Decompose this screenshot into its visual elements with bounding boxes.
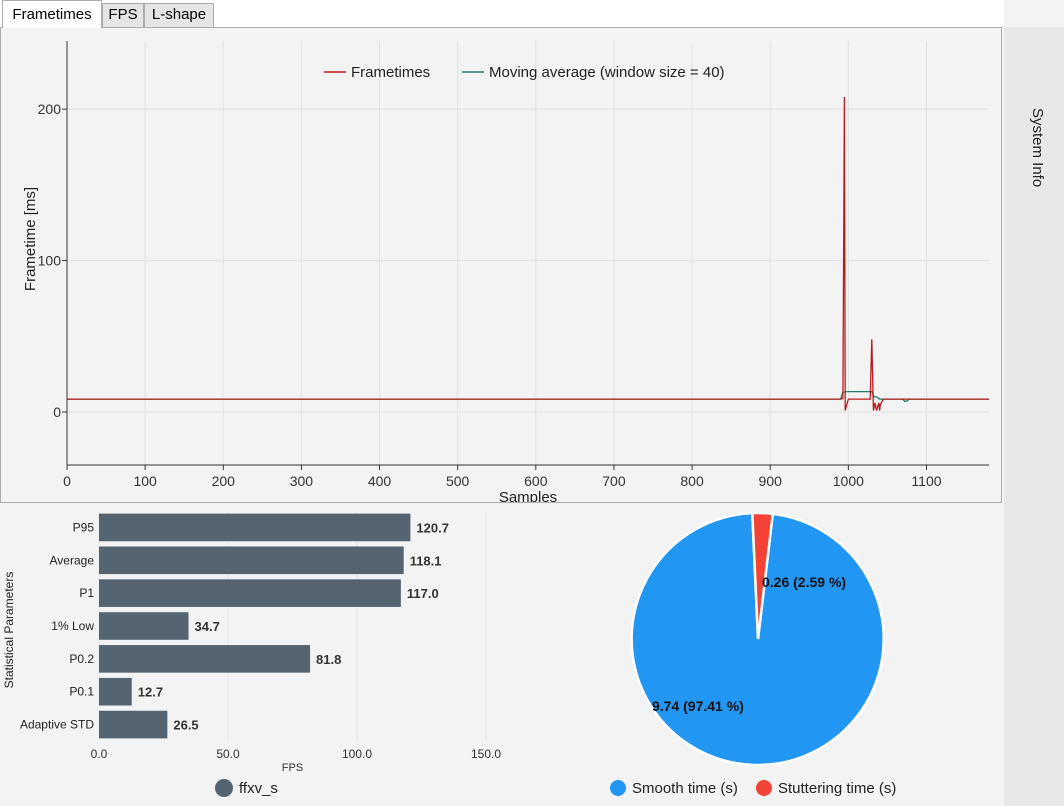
bar: [99, 513, 411, 542]
system-info-label[interactable]: System Info: [1029, 108, 1046, 188]
x-tick-label: 100: [133, 473, 157, 489]
x-tick-label: 900: [759, 473, 783, 489]
bar: [99, 579, 401, 607]
category-label: Average: [50, 553, 95, 567]
x-tick-label: 1100: [911, 473, 941, 489]
y-tick-label: 0: [53, 404, 61, 420]
pie-slice-stuttering: [750, 511, 775, 640]
pie-slice-label: 0.26 (2.59 %): [762, 574, 846, 590]
y-axis-label: Statistical Parameters: [2, 572, 16, 689]
bar: [99, 677, 132, 706]
bar-value-label: 81.8: [316, 652, 341, 667]
x-tick-label: 0: [63, 473, 71, 489]
x-tick-label: 100.0: [342, 747, 372, 761]
x-tick-label: 400: [368, 473, 392, 489]
tab-bar: Frametimes FPS L-shape: [0, 0, 1004, 28]
x-axis-label: FPS: [282, 762, 303, 774]
category-label: P0.1: [69, 685, 94, 699]
x-axis-label: Samples: [499, 489, 557, 502]
bar: [99, 710, 168, 739]
legend-swatch: [215, 779, 233, 797]
category-label: P0.2: [69, 652, 94, 666]
category-label: P95: [73, 520, 95, 534]
legend-label: Stuttering time (s): [778, 780, 896, 797]
bar-value-label: 34.7: [195, 619, 220, 634]
x-tick-label: 500: [446, 473, 470, 489]
statistical-parameters-bar-chart: 0.0 50.0 100.0 150.0 P95 120.7 Average 118.1 P1 1…: [2, 511, 501, 797]
y-axis-label: Frametime [ms]: [22, 187, 39, 291]
frametime-line-chart: 0 100 200 300 400 500 600 700 800 900 1000 1100 0 100…: [22, 41, 989, 506]
bar-value-label: 120.7: [416, 520, 449, 535]
category-label: P1: [79, 586, 94, 600]
x-tick-label: 600: [524, 473, 548, 489]
x-tick-label: 700: [602, 473, 626, 489]
bar-value-label: 12.7: [138, 685, 163, 700]
x-tick-label: 50.0: [216, 747, 240, 761]
y-tick-label: 100: [38, 253, 62, 269]
x-tick-label: 200: [212, 473, 236, 489]
x-tick-label: 1000: [833, 473, 864, 489]
legend-swatch: [610, 780, 626, 796]
bar: [99, 546, 404, 575]
pie-slice-label: 9.74 (97.41 %): [652, 698, 744, 714]
y-tick-label: 200: [38, 101, 62, 117]
tab-fps[interactable]: FPS: [102, 3, 144, 27]
legend-label: Smooth time (s): [632, 780, 738, 797]
x-tick-label: 800: [680, 473, 704, 489]
legend-swatch: [756, 780, 772, 796]
tab-l-shape[interactable]: L-shape: [144, 3, 214, 27]
category-label: Adaptive STD: [20, 718, 94, 732]
stutter-pie-chart: 9.74 (97.41 %) 0.26 (2.59 %) Smooth time (…: [610, 511, 896, 797]
frametime-chart-panel: 0 100 200 300 400 500 600 700 800 900 1000 1100 0 100…: [0, 27, 1002, 506]
system-info-sidebar[interactable]: [1004, 27, 1064, 806]
legend-label: ffxv_s: [239, 780, 278, 797]
x-tick-label: 300: [290, 473, 314, 489]
legend-label: Moving average (window size = 40): [489, 64, 725, 81]
x-tick-label: 150.0: [471, 747, 501, 761]
frametimes-series-line: [67, 96, 989, 411]
bar-value-label: 117.0: [407, 586, 439, 601]
category-label: 1% Low: [51, 619, 94, 633]
bar-value-label: 118.1: [410, 553, 442, 568]
tab-frametimes[interactable]: Frametimes: [2, 0, 102, 28]
bar: [99, 645, 311, 673]
bar-value-label: 26.5: [173, 718, 198, 733]
x-tick-label: 0.0: [91, 747, 108, 761]
plot-area: [67, 41, 989, 465]
bar: [99, 612, 189, 640]
legend-label: Frametimes: [351, 64, 430, 81]
